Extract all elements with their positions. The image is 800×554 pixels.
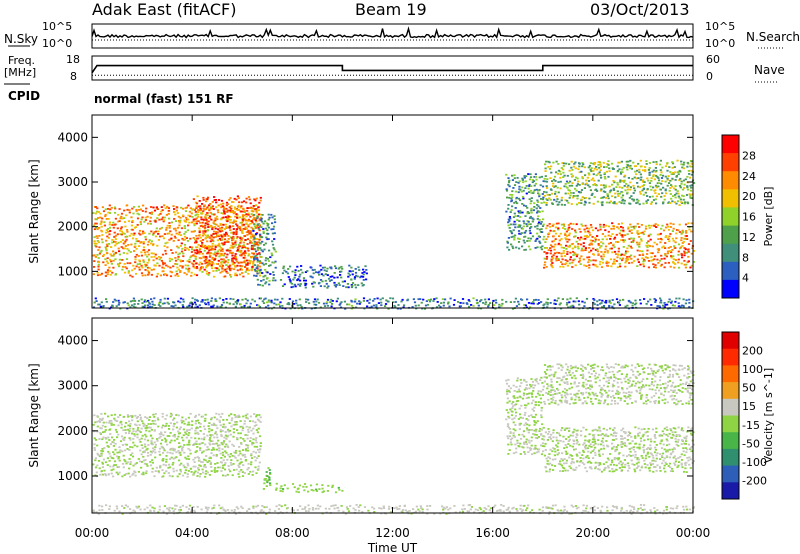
velocity-xtick-label-0: 00:00 (75, 526, 110, 540)
date-title: 03/Oct/2013 (590, 0, 690, 19)
power-region-6 (543, 159, 696, 207)
velocity-ytick-label-2: 2000 (57, 424, 88, 438)
velocity-region-5 (543, 363, 695, 406)
power-colorbar-seg-8 (722, 279, 739, 299)
power-colorbar-frame (721, 134, 740, 299)
velocity-colorbar-seg-9 (722, 482, 739, 500)
velocity-region-3 (505, 376, 545, 456)
power-colorbar-tick-3: 16 (742, 211, 756, 224)
velocity-colorbar-seg-3 (722, 382, 739, 400)
power-colorbar-tick-0: 28 (742, 149, 756, 162)
cpid-label: CPID (8, 89, 41, 103)
velocity-region-4 (542, 426, 695, 473)
power-colorbar-seg-6 (722, 243, 739, 263)
power-ytick-label-2: 2000 (57, 220, 88, 234)
power-region-1 (192, 195, 262, 271)
power-colorbar-seg-0 (722, 135, 739, 154)
velocity-region-2 (275, 482, 344, 494)
velocity-colorbar-frame (721, 331, 740, 500)
power-colorbar-seg-3 (722, 189, 739, 208)
power-ytick-label-0: 4000 (57, 130, 88, 144)
power-colorbar-tick-1: 24 (742, 170, 756, 183)
velocity-colorbar-seg-1 (722, 348, 739, 366)
velocity-colorbar-seg-6 (722, 432, 739, 450)
nave-tick-bottom: 0 (706, 70, 713, 83)
nsky-trace (91, 26, 694, 39)
velocity-xtick-label-2: 08:00 (275, 526, 310, 540)
velocity-colorbar-tick-1: 100 (742, 363, 763, 376)
velocity-region-6 (92, 504, 695, 515)
velocity-ylabel: Slant Range [km] (27, 363, 41, 467)
velocity-colorbar-seg-5 (722, 415, 739, 433)
time-axis-label: Time UT (367, 541, 418, 554)
power-region-3 (279, 264, 368, 289)
velocity-xtick-label-4: 16:00 (475, 526, 510, 540)
velocity-xtick-label-5: 20:00 (576, 526, 611, 540)
power-panel-frame (91, 114, 694, 309)
power-region-5 (543, 222, 696, 269)
nsearch-tick-top: 10^5 (705, 20, 736, 33)
velocity-ytick-label-1: 3000 (57, 379, 88, 393)
power-colorbar-seg-7 (722, 261, 739, 281)
freq-tick-bottom: 8 (70, 70, 77, 83)
nsky-label: N.Sky (4, 32, 39, 46)
freq-trace (91, 64, 693, 74)
nave-label: Nave (754, 63, 785, 77)
power-region-2 (252, 213, 277, 287)
freq-label-line2: [MHz] (4, 66, 37, 79)
velocity-xtick-label-6: 00:00 (676, 526, 711, 540)
power-colorbar-seg-1 (722, 153, 739, 172)
velocity-ytick-label-0: 4000 (57, 334, 88, 348)
velocity-xtick-label-1: 04:00 (175, 526, 210, 540)
nsky-tick-bottom: 10^0 (42, 37, 73, 50)
velocity-colorbar-tick-2: 50 (742, 382, 756, 395)
velocity-ytick-label-3: 1000 (57, 469, 88, 483)
cpid-text: normal (fast) 151 RF (94, 92, 234, 106)
velocity-colorbar-tick-7: -200 (742, 474, 767, 487)
velocity-colorbar-seg-4 (722, 398, 739, 416)
velocity-colorbar-tick-4: -15 (742, 419, 760, 432)
velocity-colorbar-seg-8 (722, 465, 739, 483)
velocity-colorbar-tick-3: 15 (742, 400, 756, 413)
power-colorbar-seg-5 (722, 225, 739, 245)
velocity-colorbar-seg-2 (722, 365, 739, 383)
nave-tick-top: 60 (706, 53, 720, 66)
beam-title: Beam 19 (355, 0, 427, 19)
nsky-tick-top: 10^5 (42, 20, 73, 33)
velocity-region-0 (92, 412, 262, 478)
power-ytick-label-3: 1000 (57, 264, 88, 278)
velocity-region-1 (262, 467, 272, 490)
velocity-data-layer (92, 363, 695, 515)
velocity-colorbar-seg-7 (722, 448, 739, 467)
power-colorbar-seg-2 (722, 171, 739, 190)
power-colorbar-tick-6: 4 (742, 272, 749, 285)
velocity-colorbar-seg-0 (722, 332, 739, 350)
power-data-layer (92, 159, 696, 310)
velocity-panel-frame (91, 317, 694, 514)
station-title: Adak East (fitACF) (92, 0, 237, 19)
nsearch-tick-bottom: 10^0 (705, 37, 736, 50)
freq-panel-frame (91, 55, 694, 81)
freq-tick-top: 18 (66, 53, 80, 66)
power-colorbar-label: Power [dB] (762, 187, 775, 247)
power-colorbar-tick-2: 20 (742, 190, 756, 203)
power-region-4 (505, 173, 545, 251)
freq-label-line1: Freq. (8, 54, 36, 67)
power-colorbar-seg-4 (722, 207, 739, 226)
power-ylabel: Slant Range [km] (27, 159, 41, 263)
velocity-colorbar-tick-6: -100 (742, 456, 767, 469)
velocity-colorbar-label: Velocity [m s^-1] (762, 368, 775, 463)
velocity-xtick-label-3: 12:00 (375, 526, 410, 540)
nsearch-label: N.Search (746, 30, 800, 44)
power-colorbar-tick-4: 12 (742, 231, 756, 244)
power-colorbar-tick-5: 8 (742, 251, 749, 264)
velocity-colorbar-tick-5: -50 (742, 437, 760, 450)
power-ytick-label-1: 3000 (57, 175, 88, 189)
velocity-colorbar-tick-0: 200 (742, 345, 763, 358)
